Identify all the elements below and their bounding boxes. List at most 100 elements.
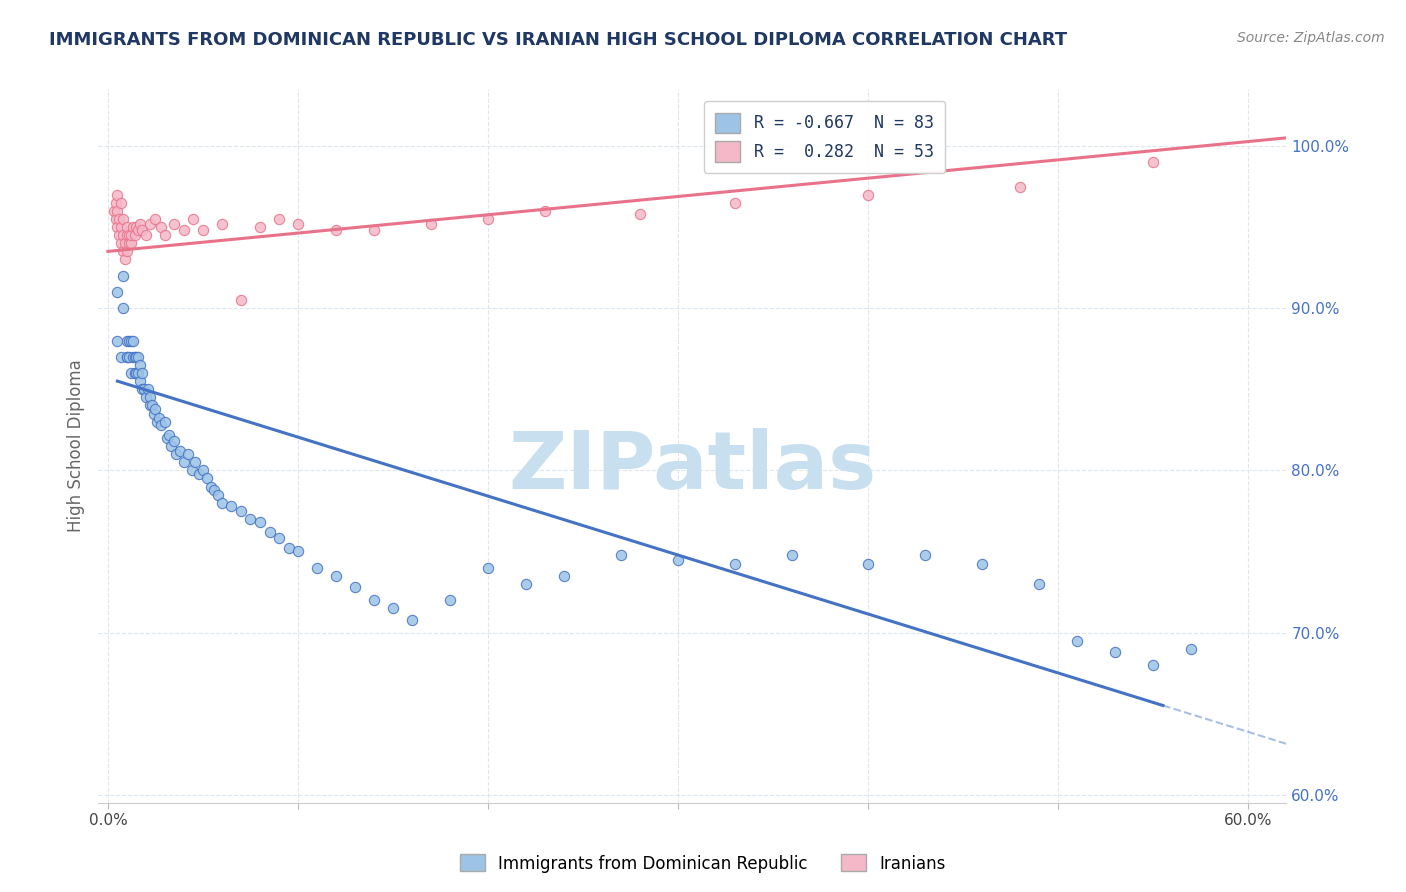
Point (153, 415, 176, 429)
Point (120, 236, 142, 251)
Point (1066, 633, 1088, 648)
Point (188, 467, 211, 481)
Point (1028, 577, 1050, 591)
Point (115, 220, 138, 235)
Point (211, 496, 233, 510)
Point (666, 552, 689, 566)
Point (972, 558, 994, 572)
Legend: R = -0.667  N = 83, R =  0.282  N = 53: R = -0.667 N = 83, R = 0.282 N = 53 (704, 101, 945, 173)
Point (163, 217, 186, 231)
Text: Source: ZipAtlas.com: Source: ZipAtlas.com (1237, 31, 1385, 45)
Point (534, 203, 557, 218)
Point (139, 217, 162, 231)
Point (401, 613, 423, 627)
Point (110, 350, 132, 364)
Point (156, 431, 179, 445)
Point (107, 334, 129, 348)
Point (420, 217, 443, 231)
Point (125, 350, 148, 364)
Point (249, 220, 271, 235)
Y-axis label: High School Diploma: High School Diploma (66, 359, 84, 533)
Point (112, 211, 135, 226)
Point (124, 350, 146, 364)
Point (363, 593, 385, 607)
Point (914, 548, 936, 562)
Point (131, 223, 153, 237)
Point (180, 463, 202, 477)
Point (477, 560, 499, 574)
Point (184, 455, 207, 469)
Point (439, 593, 461, 607)
Point (124, 366, 146, 380)
Point (267, 211, 290, 226)
Point (287, 217, 309, 231)
Point (150, 220, 173, 235)
Point (115, 350, 138, 364)
Legend: Immigrants from Dominican Republic, Iranians: Immigrants from Dominican Republic, Iran… (453, 847, 953, 880)
Point (780, 548, 803, 562)
Point (325, 568, 347, 582)
Point (287, 544, 309, 558)
Point (207, 488, 229, 502)
Point (121, 334, 143, 348)
Point (108, 228, 131, 243)
Point (305, 560, 328, 574)
Point (108, 211, 131, 226)
Point (259, 524, 281, 539)
Point (125, 220, 148, 235)
Point (165, 447, 187, 461)
Point (112, 268, 135, 283)
Point (112, 244, 135, 259)
Point (115, 350, 138, 364)
Point (1142, 657, 1164, 672)
Point (202, 483, 225, 497)
Point (610, 548, 633, 562)
Point (118, 350, 141, 364)
Point (127, 350, 149, 364)
Point (249, 515, 271, 529)
Point (115, 334, 138, 348)
Point (1142, 155, 1164, 169)
Point (858, 558, 880, 572)
Point (363, 223, 385, 237)
Point (344, 580, 367, 594)
Point (121, 350, 143, 364)
Point (120, 334, 142, 348)
Point (229, 293, 252, 307)
Point (221, 499, 243, 513)
Point (139, 399, 162, 413)
Point (325, 223, 347, 237)
Point (118, 236, 141, 251)
Point (121, 220, 143, 235)
Point (107, 285, 129, 299)
Point (267, 532, 290, 546)
Point (229, 504, 252, 518)
Point (104, 195, 127, 210)
Point (724, 558, 747, 572)
Point (553, 568, 575, 582)
Point (239, 512, 262, 526)
Point (145, 401, 167, 416)
Point (107, 203, 129, 218)
Point (115, 228, 138, 243)
Text: IMMIGRANTS FROM DOMINICAN REPUBLIC VS IRANIAN HIGH SCHOOL DIPLOMA CORRELATION CH: IMMIGRANTS FROM DOMINICAN REPUBLIC VS IR… (49, 31, 1067, 49)
Point (183, 211, 205, 226)
Point (724, 195, 747, 210)
Point (146, 415, 169, 429)
Point (163, 434, 186, 449)
Point (191, 223, 214, 237)
Point (153, 228, 176, 243)
Point (118, 228, 141, 243)
Point (277, 541, 299, 556)
Point (127, 223, 149, 237)
Point (159, 439, 181, 453)
Point (515, 577, 537, 591)
Point (125, 366, 148, 380)
Point (131, 382, 153, 396)
Point (110, 236, 132, 251)
Point (211, 217, 233, 231)
Point (115, 244, 138, 259)
Point (150, 417, 173, 432)
Point (135, 228, 157, 243)
Point (382, 601, 405, 615)
